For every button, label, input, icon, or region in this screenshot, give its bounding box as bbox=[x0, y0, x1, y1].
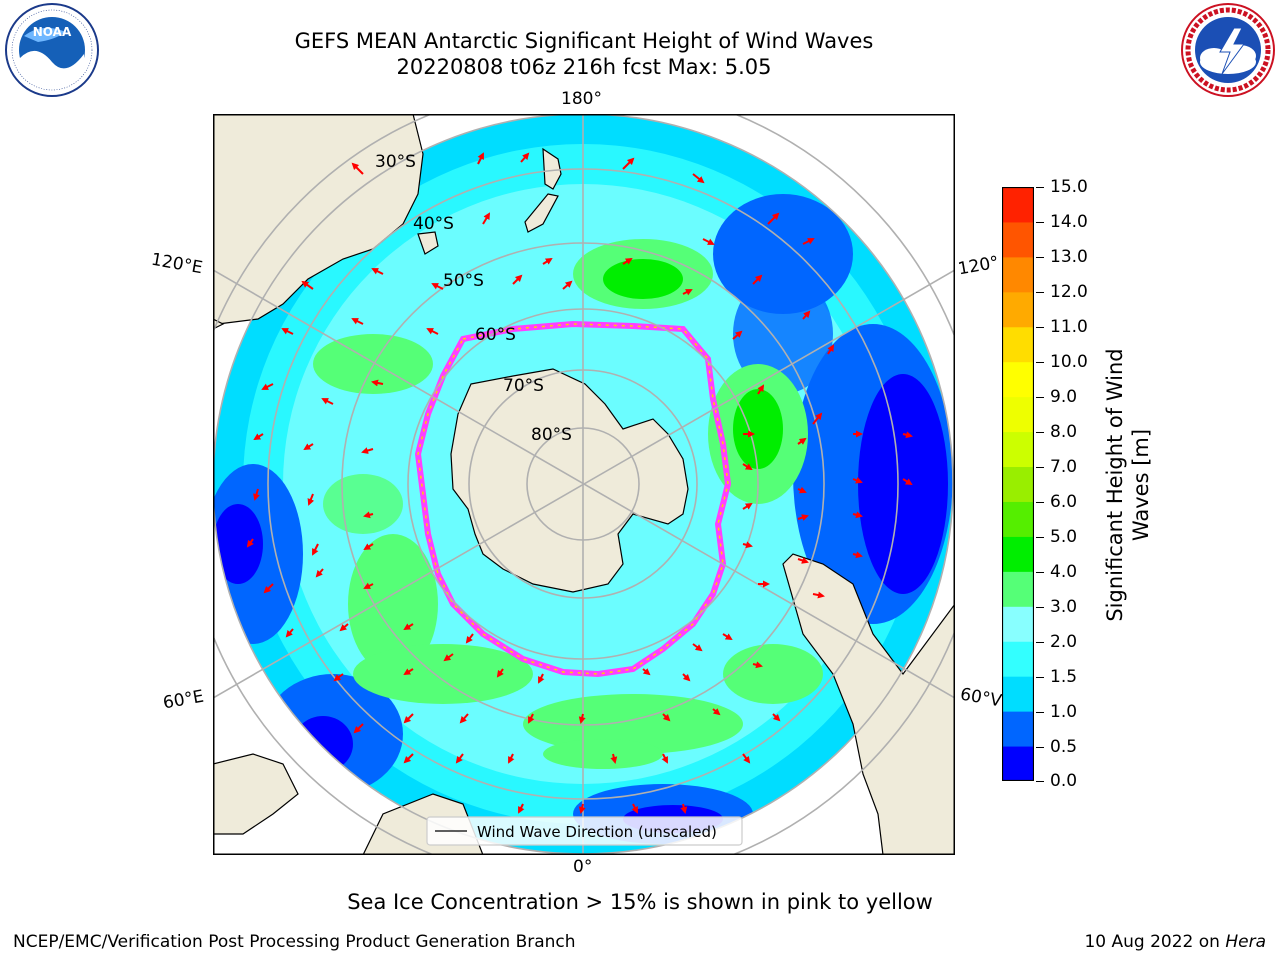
colorbar-segment bbox=[1002, 397, 1034, 432]
footer-credit: NCEP/EMC/Verification Post Processing Pr… bbox=[13, 932, 576, 952]
legend-label: Wind Wave Direction (unscaled) bbox=[477, 823, 717, 841]
colorbar-tick: 2.0 bbox=[1036, 633, 1077, 651]
colorbar-segment bbox=[1002, 327, 1034, 362]
colorbar-segment bbox=[1002, 641, 1034, 676]
colorbar-segment bbox=[1002, 606, 1034, 641]
colorbar-tick: 1.5 bbox=[1036, 668, 1077, 686]
nws-logo-icon bbox=[1178, 2, 1278, 98]
colorbar-tick: 4.0 bbox=[1036, 563, 1077, 581]
colorbar-tick: 12.0 bbox=[1036, 283, 1088, 301]
colorbar-tick: 3.0 bbox=[1036, 598, 1077, 616]
lat-label-60s: 60°S bbox=[475, 325, 516, 345]
colorbar-tick: 14.0 bbox=[1036, 213, 1088, 231]
lat-label-50s: 50°S bbox=[443, 271, 484, 291]
lat-label-70s: 70°S bbox=[503, 376, 544, 396]
colorbar-segment bbox=[1002, 746, 1034, 781]
footer-date: 10 Aug 2022 on Hera bbox=[1084, 932, 1266, 952]
colorbar-segment bbox=[1002, 292, 1034, 327]
sea-ice-note: Sea Ice Concentration > 15% is shown in … bbox=[0, 890, 1280, 914]
colorbar-segment bbox=[1002, 257, 1034, 292]
lat-label-80s: 80°S bbox=[531, 425, 572, 445]
map-subtitle: 20220808 t06z 216h fcst Max: 5.05 bbox=[234, 54, 934, 80]
colorbar-tick: 8.0 bbox=[1036, 423, 1077, 441]
colorbar-tick: 6.0 bbox=[1036, 493, 1077, 511]
lon-label-left-lower: 60°E bbox=[162, 687, 206, 714]
colorbar-tick: 13.0 bbox=[1036, 248, 1088, 266]
colorbar-segment bbox=[1002, 711, 1034, 746]
map-legend: Wind Wave Direction (unscaled) bbox=[427, 817, 742, 845]
colorbar-tick: 0.5 bbox=[1036, 738, 1077, 756]
colorbar-tick: 10.0 bbox=[1036, 353, 1088, 371]
polar-map: 30°S 40°S 50°S 60°S 70°S 80°S Wind Wave … bbox=[213, 114, 955, 855]
colorbar-segment bbox=[1002, 222, 1034, 257]
colorbar-tick: 1.0 bbox=[1036, 703, 1077, 721]
colorbar-segment bbox=[1002, 676, 1034, 711]
colorbar-segment bbox=[1002, 501, 1034, 536]
lon-label-left-upper: 120°E bbox=[150, 250, 204, 279]
colorbar-label: Significant Height of Wind Waves [m] bbox=[1102, 325, 1154, 645]
footer-host: Hera bbox=[1225, 932, 1266, 952]
colorbar-tick: 7.0 bbox=[1036, 458, 1077, 476]
noaa-logo-icon: NOAA bbox=[2, 2, 102, 98]
colorbar-segment bbox=[1002, 536, 1034, 571]
lon-label-bottom: 0° bbox=[573, 857, 592, 877]
colorbar-segment bbox=[1002, 571, 1034, 606]
colorbar-segment bbox=[1002, 467, 1034, 502]
lon-label-right-lower: 60°V bbox=[959, 685, 1004, 712]
lat-label-40s: 40°S bbox=[413, 214, 454, 234]
lon-label-top: 180° bbox=[561, 89, 602, 109]
colorbar bbox=[1002, 187, 1034, 781]
colorbar-tick: 0.0 bbox=[1036, 772, 1077, 790]
colorbar-tick: 15.0 bbox=[1036, 178, 1088, 196]
colorbar-segment bbox=[1002, 187, 1034, 222]
colorbar-tick: 9.0 bbox=[1036, 388, 1077, 406]
svg-text:NOAA: NOAA bbox=[33, 25, 72, 39]
lon-label-right-upper: 120° bbox=[957, 253, 1001, 280]
map-title: GEFS MEAN Antarctic Significant Height o… bbox=[234, 28, 934, 54]
colorbar-tick: 11.0 bbox=[1036, 318, 1088, 336]
lat-label-30s: 30°S bbox=[375, 152, 416, 172]
colorbar-segment bbox=[1002, 362, 1034, 397]
colorbar-tick: 5.0 bbox=[1036, 528, 1077, 546]
colorbar-segment bbox=[1002, 432, 1034, 467]
